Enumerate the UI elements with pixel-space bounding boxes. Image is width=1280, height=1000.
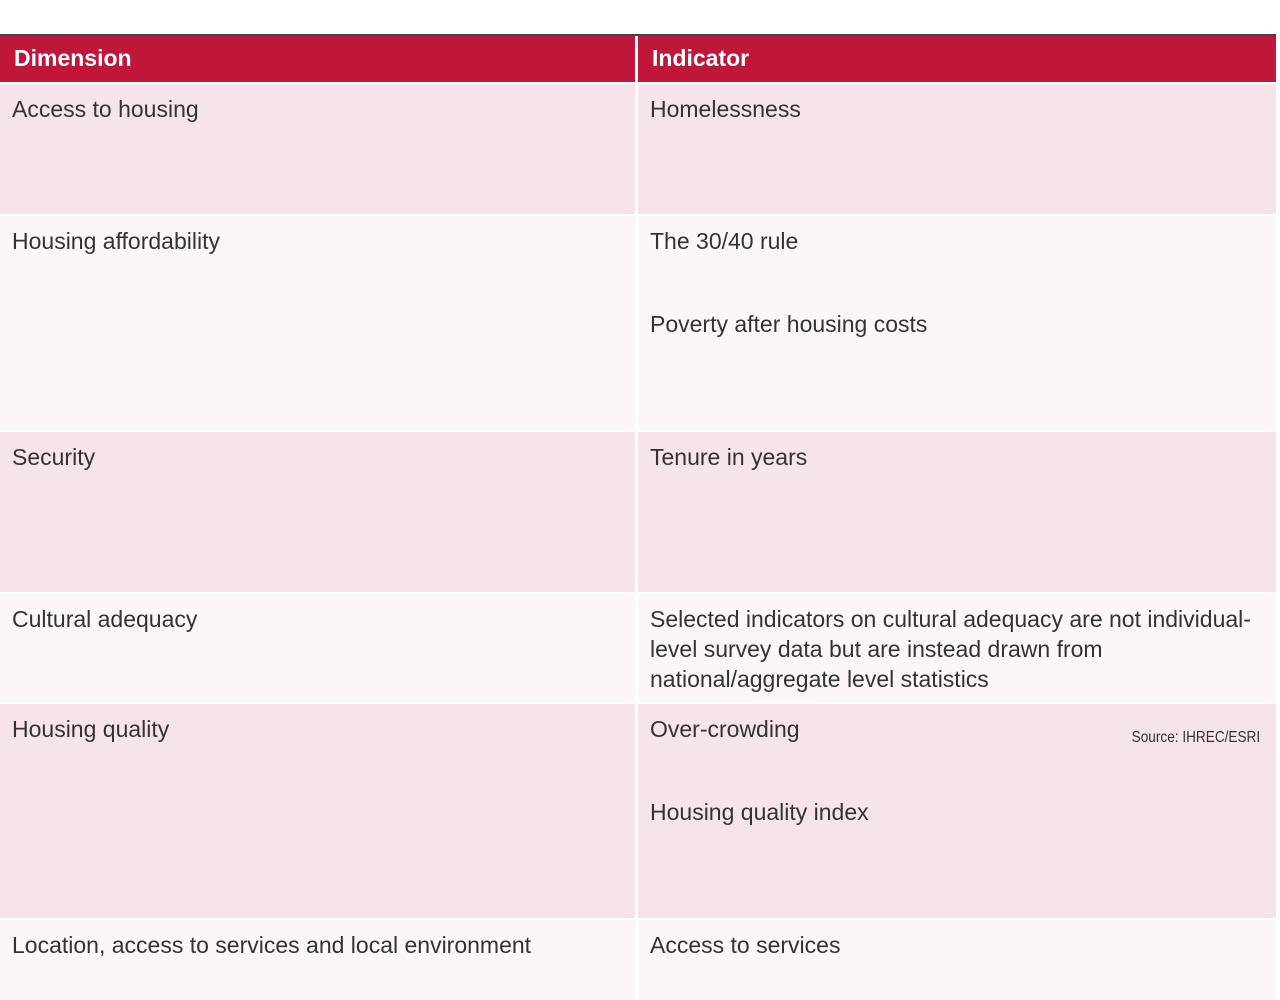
indicator-text: Poverty after housing costs	[650, 311, 928, 337]
indicator-cell: Selected indicators on cultural adequacy…	[638, 594, 1276, 702]
title-strip	[0, 0, 1280, 34]
dimension-cell: Location, access to services and local e…	[0, 920, 638, 1000]
indicator-text: Homelessness	[650, 96, 801, 122]
table-header-row: Dimension Indicator	[0, 36, 1276, 84]
indicator-cell: Over-crowding Housing quality index	[638, 704, 1276, 918]
dimension-cell: Housing affordability	[0, 216, 638, 430]
indicator-cell: Homelessness	[638, 84, 1276, 214]
table-row: Security Tenure in years	[0, 432, 1276, 594]
header-indicator: Indicator	[652, 45, 750, 71]
dimension-cell: Housing quality	[0, 704, 638, 918]
indicator-text: Selected indicators on cultural adequacy…	[650, 606, 1251, 692]
indicator-text: Over-crowding	[650, 716, 800, 742]
indicator-cell: Tenure in years	[638, 432, 1276, 592]
header-dimension: Dimension	[0, 36, 638, 82]
dimension-cell: Access to housing	[0, 84, 638, 214]
indicator-text: The 30/40 rule	[650, 228, 799, 254]
indicator-cell: The 30/40 rule Poverty after housing cos…	[638, 216, 1276, 430]
table-row: Housing quality Over-crowding Housing qu…	[0, 704, 1276, 920]
dimension-cell: Security	[0, 432, 638, 592]
source-note: Source: IHREC/ESRI	[1131, 729, 1260, 746]
dimension-cell: Cultural adequacy	[0, 594, 638, 702]
table-row: Cultural adequacy Selected indicators on…	[0, 594, 1276, 704]
indicator-text: Tenure in years	[650, 444, 808, 470]
bleed-through-text	[440, 900, 840, 912]
table-row: Housing affordability The 30/40 rule Pov…	[0, 216, 1276, 432]
indicator-cell: Access to services	[638, 920, 1276, 1000]
table-row: Location, access to services and local e…	[0, 920, 1276, 1000]
indicator-text: Housing quality index	[650, 799, 869, 825]
indicator-table: Dimension Indicator Access to housing Ho…	[0, 34, 1276, 1000]
indicator-text: Access to services	[650, 932, 841, 958]
table-row: Access to housing Homelessness	[0, 84, 1276, 216]
